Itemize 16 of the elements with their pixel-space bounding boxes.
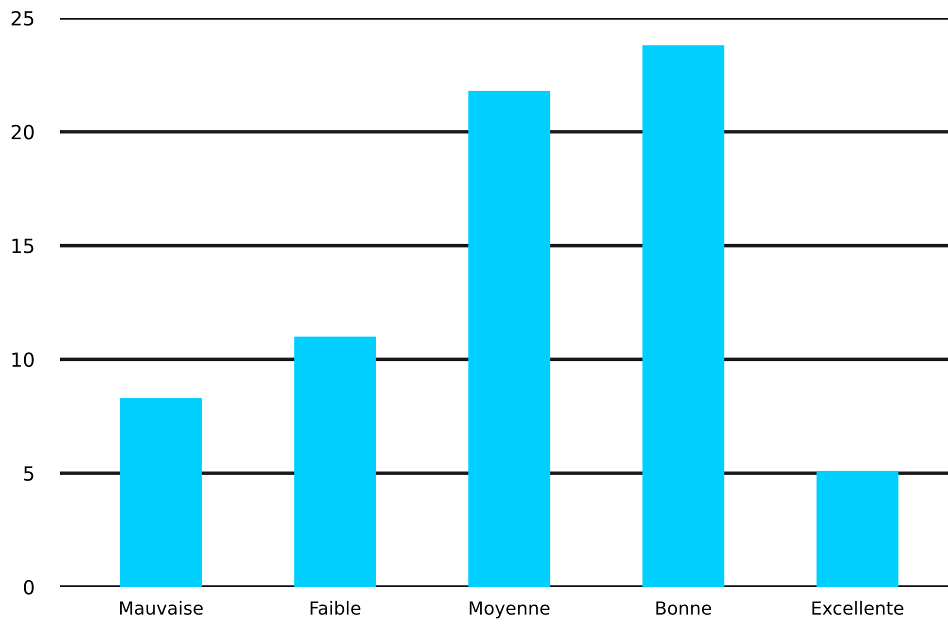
x-tick-label: Excellente (812, 600, 904, 615)
y-tick-label: 15 (12, 238, 34, 254)
x-tick-label: Moyenne (470, 601, 550, 618)
bar (468, 90, 550, 587)
bar (120, 398, 202, 587)
x-tick-label: Faible (310, 600, 360, 615)
bar (642, 45, 724, 587)
bar (294, 336, 376, 587)
x-tick-label: Mauvaise (120, 600, 203, 615)
y-tick-label: 20 (12, 124, 34, 140)
y-tick-label: 25 (12, 10, 34, 26)
y-tick-label: 5 (24, 466, 34, 481)
x-tick-label: Bonne (656, 601, 712, 615)
y-tick-label: 0 (24, 580, 34, 595)
bar (816, 470, 898, 587)
y-tick-label: 10 (12, 352, 34, 368)
